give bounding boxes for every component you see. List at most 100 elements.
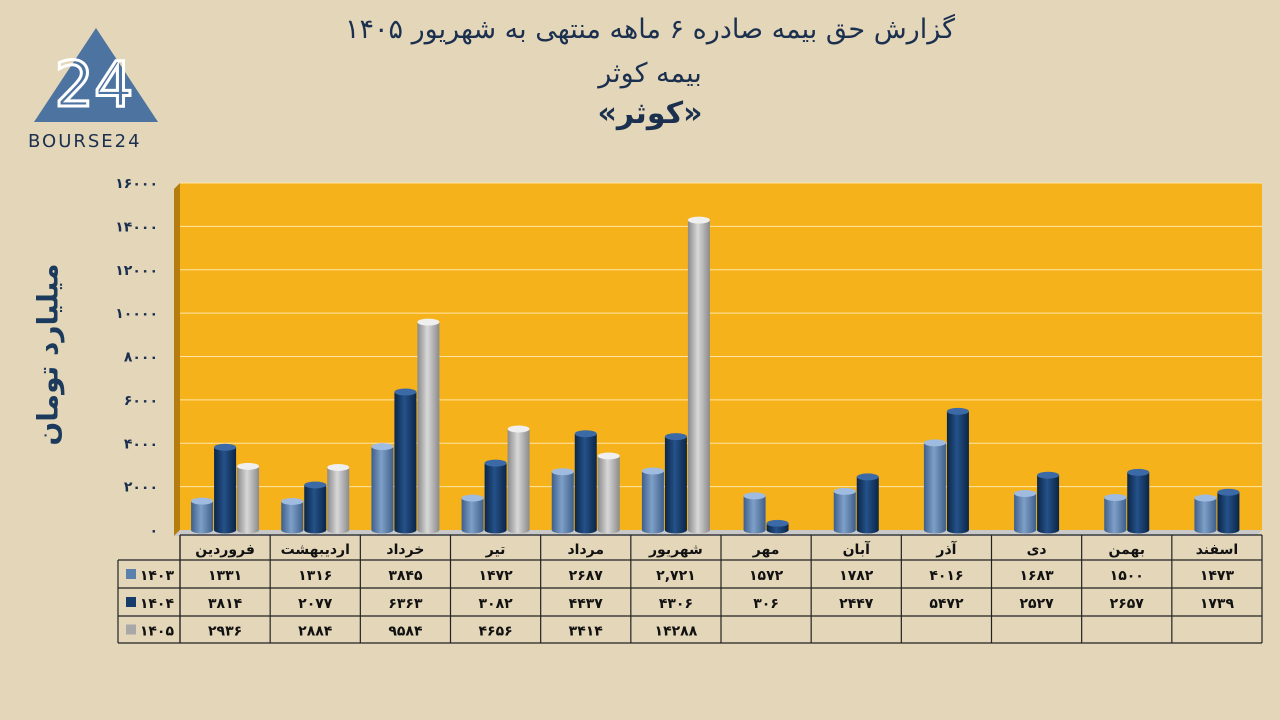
data-label: ۵۴۷۲ — [929, 596, 964, 612]
bar-cap — [327, 463, 350, 471]
bar-base — [327, 526, 350, 534]
bar-base — [417, 526, 440, 534]
bar-base — [1194, 526, 1217, 534]
bar-base — [641, 526, 664, 534]
data-label: ۱۳۱۶ — [298, 568, 332, 584]
plot-side-wall — [174, 183, 180, 536]
bar-base — [664, 526, 687, 534]
data-label: ۱۵۰۰ — [1110, 568, 1144, 584]
bar-۱۴۰۳-0 — [191, 497, 214, 534]
y-tick-label: ۶۰۰۰ — [124, 393, 158, 409]
bar-base — [597, 526, 620, 534]
bar-body — [574, 433, 597, 530]
bar-۱۴۰۴-8 — [946, 407, 969, 534]
data-label: ۳۸۴۵ — [388, 568, 423, 584]
bar-cap — [946, 407, 969, 415]
data-label: ۲۸۸۴ — [298, 624, 333, 640]
bar-body — [641, 470, 664, 530]
y-tick-label: ۱۶۰۰۰ — [115, 176, 158, 192]
bar-base — [743, 526, 766, 534]
data-label: ۱۴۷۲ — [478, 568, 513, 584]
bar-۱۴۰۳-6 — [743, 492, 766, 534]
bar-۱۴۰۴-11 — [1217, 488, 1240, 534]
bar-۱۴۰۵-0 — [237, 462, 260, 534]
bar-۱۴۰۳-4 — [551, 468, 574, 534]
legend-label: ۱۴۰۳ — [140, 568, 175, 584]
bar-۱۴۰۵-4 — [597, 452, 620, 534]
bar-cap — [1217, 488, 1240, 496]
x-category-label: مهر — [752, 542, 780, 558]
data-label: ۴۳۰۶ — [659, 596, 693, 612]
bar-base — [214, 526, 237, 534]
data-label: ۳۸۱۴ — [208, 596, 243, 612]
bar-body — [687, 220, 710, 530]
bar-body — [664, 436, 687, 530]
x-category-label: شهریور — [648, 542, 703, 558]
bar-۱۴۰۴-7 — [856, 473, 879, 534]
data-label: ۲۰۷۷ — [298, 596, 333, 612]
bar-۱۴۰۴-3 — [484, 459, 507, 534]
y-tick-label: ۴۰۰۰ — [124, 436, 158, 452]
bar-cap — [1127, 468, 1150, 476]
bar-۱۴۰۴-2 — [394, 388, 417, 534]
x-category-label: فروردین — [195, 542, 255, 558]
bar-۱۴۰۴-4 — [574, 430, 597, 534]
bar-base — [1127, 526, 1150, 534]
bar-cap — [766, 519, 789, 527]
y-tick-label: ۰ — [149, 523, 158, 539]
bar-۱۴۰۵-2 — [417, 318, 440, 534]
bar-۱۴۰۳-2 — [371, 443, 394, 534]
legend-label: ۱۴۰۵ — [140, 624, 175, 640]
bar-base — [461, 526, 484, 534]
bar-base — [304, 526, 327, 534]
data-label: ۱۴۷۳ — [1200, 568, 1235, 584]
data-label: ۲۵۲۷ — [1019, 596, 1054, 612]
bar-cap — [507, 425, 530, 433]
y-tick-label: ۲۰۰۰ — [124, 480, 158, 496]
gridlines — [180, 182, 1262, 488]
bars — [191, 216, 1240, 534]
bar-body — [191, 501, 214, 530]
bar-۱۴۰۴-10 — [1127, 468, 1150, 534]
bar-body — [1014, 493, 1037, 530]
bar-cap — [551, 468, 574, 476]
data-label: ۴۴۳۷ — [569, 596, 604, 612]
data-label: ۳۰۸۲ — [478, 596, 513, 612]
bar-body — [484, 463, 507, 530]
bar-base — [766, 526, 789, 534]
bar-cap — [484, 459, 507, 467]
bar-body — [1037, 475, 1060, 530]
y-tick-label: ۱۰۰۰۰ — [115, 306, 158, 322]
bar-body — [856, 476, 879, 530]
data-label: ۲۶۵۷ — [1110, 596, 1145, 612]
bar-cap — [281, 497, 304, 505]
bar-base — [191, 526, 214, 534]
y-tick-label: ۱۴۰۰۰ — [115, 219, 158, 235]
x-category-label: تیر — [485, 542, 506, 558]
bar-base — [371, 526, 394, 534]
bar-cap — [597, 452, 620, 460]
bar-base — [484, 526, 507, 534]
bar-body — [371, 446, 394, 530]
bar-body — [597, 455, 620, 530]
bar-base — [394, 526, 417, 534]
data-label: ۱۵۷۲ — [749, 568, 784, 584]
bar-۱۴۰۴-9 — [1037, 471, 1060, 534]
bar-۱۴۰۴-6 — [766, 519, 789, 534]
data-label: ۲۹۳۶ — [208, 624, 242, 640]
y-tick-label: ۸۰۰۰ — [124, 350, 158, 366]
bar-body — [281, 501, 304, 530]
bar-base — [507, 526, 530, 534]
bar-cap — [461, 494, 484, 502]
bar-۱۴۰۵-3 — [507, 425, 530, 534]
bar-۱۴۰۴-1 — [304, 481, 327, 534]
bar-cap — [856, 473, 879, 481]
bar-cap — [687, 216, 710, 224]
data-label: ۱۴۲۸۸ — [655, 624, 698, 640]
bar-cap — [304, 481, 327, 489]
bar-۱۴۰۴-0 — [214, 443, 237, 534]
bar-base — [551, 526, 574, 534]
bar-cap — [1104, 493, 1127, 501]
data-label: ۹۵۸۴ — [388, 624, 423, 640]
